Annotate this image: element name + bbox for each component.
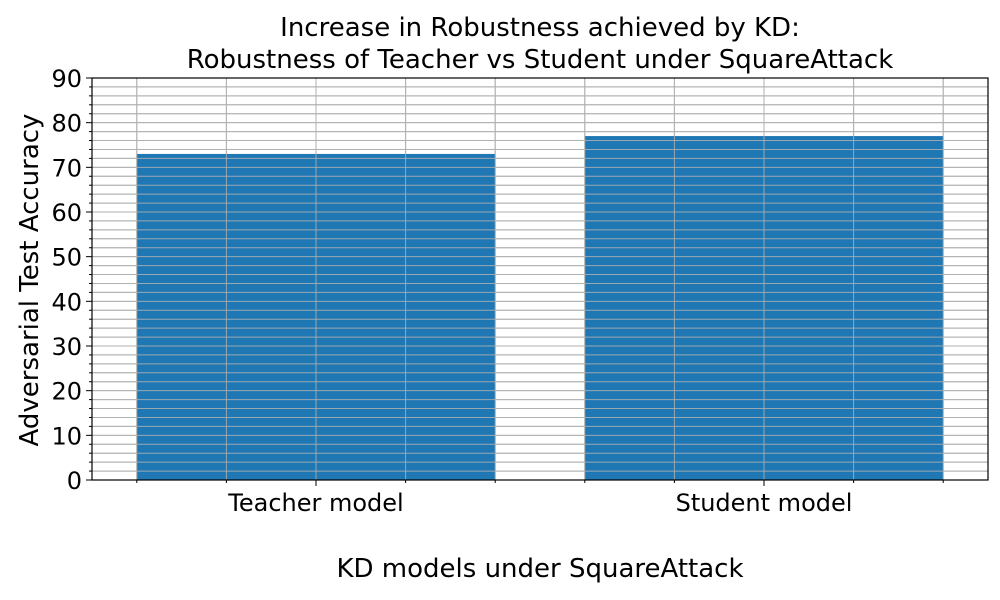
- bar-grid-overlay: [92, 77, 988, 481]
- bars: [92, 77, 988, 481]
- axes-frame: [91, 77, 989, 481]
- y-tick-label: 80: [51, 110, 82, 138]
- y-tick-label: 20: [51, 378, 82, 406]
- y-tick-label: 90: [51, 65, 82, 93]
- y-tick-label: 40: [51, 288, 82, 316]
- x-ticks: Teacher model Student model: [136, 480, 944, 517]
- y-tick-label: 10: [51, 422, 82, 450]
- x-axis-label: KD models under SquareAttack: [336, 554, 743, 584]
- x-tick-label: Student model: [676, 489, 853, 517]
- y-ticks: 0 10 20 30 40 50 60 70 80 90: [51, 65, 92, 495]
- x-tick-label: Teacher model: [227, 489, 403, 517]
- y-axis-label: Adversarial Test Accuracy: [15, 114, 45, 447]
- y-tick-label: 60: [51, 199, 82, 227]
- chart-title-line-1: Increase in Robustness achieved by KD:: [280, 13, 800, 43]
- chart-title-line-2: Robustness of Teacher vs Student under S…: [187, 45, 894, 75]
- y-tick-label: 50: [51, 244, 82, 272]
- y-tick-label: 70: [51, 154, 82, 182]
- chart-title: Increase in Robustness achieved by KD: R…: [187, 13, 894, 75]
- plot-frame: [91, 77, 989, 481]
- y-tick-label: 30: [51, 333, 82, 361]
- y-tick-label: 0: [67, 467, 82, 495]
